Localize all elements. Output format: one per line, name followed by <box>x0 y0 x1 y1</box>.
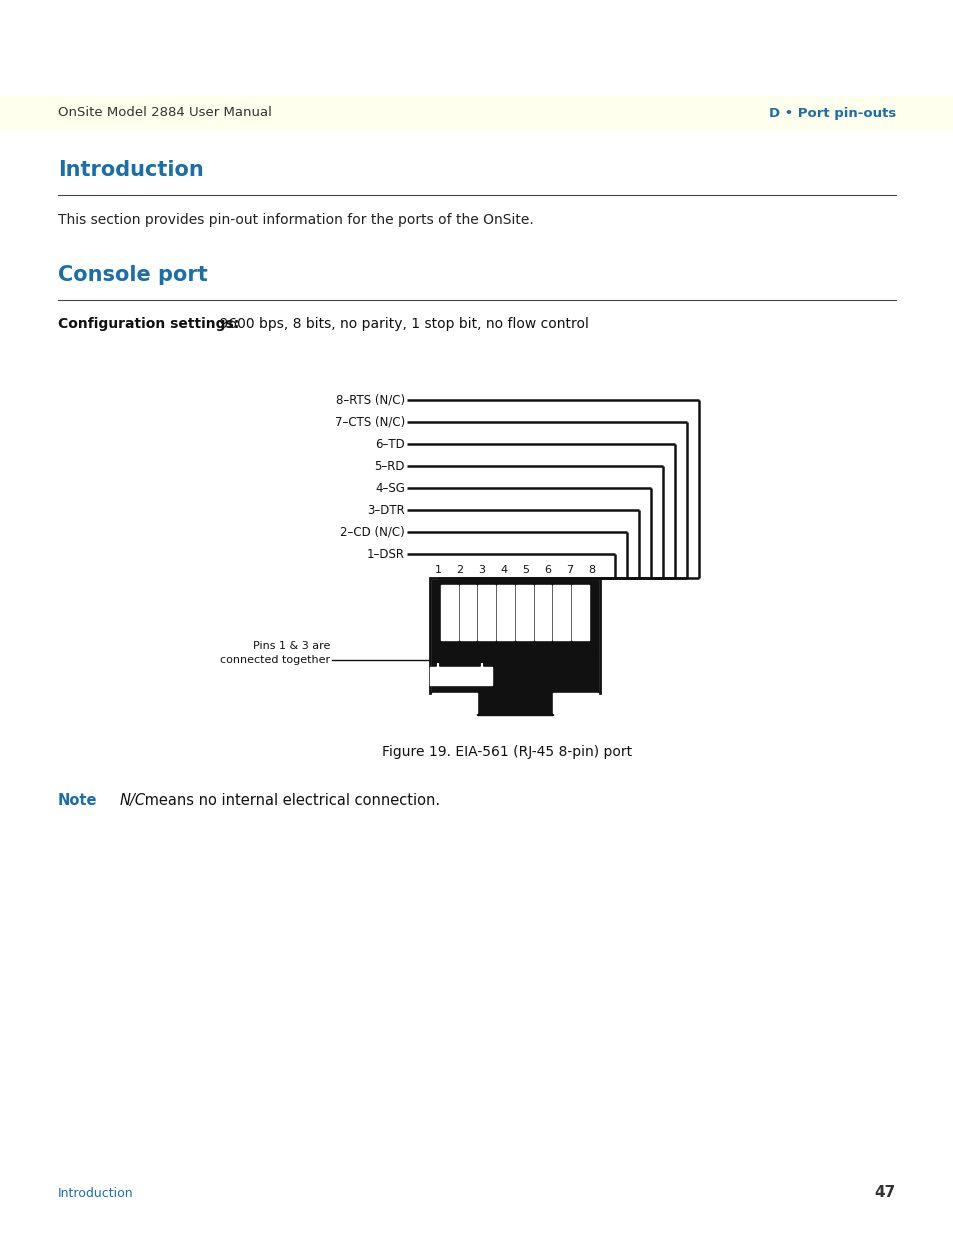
Text: 1: 1 <box>434 564 441 576</box>
Text: 6: 6 <box>544 564 551 576</box>
Text: Pins 1 & 3 are: Pins 1 & 3 are <box>253 641 330 651</box>
Text: 2: 2 <box>456 564 463 576</box>
Text: 6–TD: 6–TD <box>375 437 405 451</box>
Text: 1–DSR: 1–DSR <box>367 547 405 561</box>
Text: 5: 5 <box>522 564 529 576</box>
Bar <box>497 585 514 640</box>
Text: 8: 8 <box>588 564 595 576</box>
Text: Introduction: Introduction <box>58 161 204 180</box>
Bar <box>553 693 598 713</box>
Text: means no internal electrical connection.: means no internal electrical connection. <box>140 793 439 808</box>
Bar <box>0 96 953 130</box>
Bar <box>430 578 599 693</box>
Text: 5–RD: 5–RD <box>375 459 405 473</box>
Text: 7–CTS (N/C): 7–CTS (N/C) <box>335 415 405 429</box>
Text: Configuration settings:: Configuration settings: <box>58 317 239 331</box>
Bar <box>535 585 551 640</box>
Text: OnSite Model 2884 User Manual: OnSite Model 2884 User Manual <box>58 106 272 120</box>
Bar <box>553 585 570 640</box>
Text: 7: 7 <box>566 564 573 576</box>
Bar <box>432 693 476 713</box>
Text: 9600 bps, 8 bits, no parity, 1 stop bit, no flow control: 9600 bps, 8 bits, no parity, 1 stop bit,… <box>214 317 588 331</box>
Text: Figure 19. EIA-561 (RJ-45 8-pin) port: Figure 19. EIA-561 (RJ-45 8-pin) port <box>381 745 632 760</box>
Bar <box>432 580 598 648</box>
Bar <box>432 648 598 693</box>
Text: 4–SG: 4–SG <box>375 482 405 494</box>
Bar <box>478 585 495 640</box>
Bar <box>476 692 553 715</box>
Bar <box>572 585 588 640</box>
Text: 3: 3 <box>478 564 485 576</box>
Bar <box>516 585 532 640</box>
Text: 8–RTS (N/C): 8–RTS (N/C) <box>335 394 405 406</box>
Text: Note: Note <box>58 793 97 808</box>
Text: Console port: Console port <box>58 266 208 285</box>
Text: This section provides pin-out information for the ports of the OnSite.: This section provides pin-out informatio… <box>58 212 533 227</box>
Text: 4: 4 <box>500 564 507 576</box>
Text: N/C: N/C <box>120 793 146 808</box>
Text: 2–CD (N/C): 2–CD (N/C) <box>340 526 405 538</box>
Text: connected together: connected together <box>219 655 330 664</box>
Bar <box>459 585 476 640</box>
Bar <box>440 585 457 640</box>
Text: D • Port pin-outs: D • Port pin-outs <box>768 106 895 120</box>
Text: 3–DTR: 3–DTR <box>367 504 405 516</box>
Bar <box>429 667 492 685</box>
Text: 47: 47 <box>874 1186 895 1200</box>
Text: Introduction: Introduction <box>58 1187 133 1200</box>
